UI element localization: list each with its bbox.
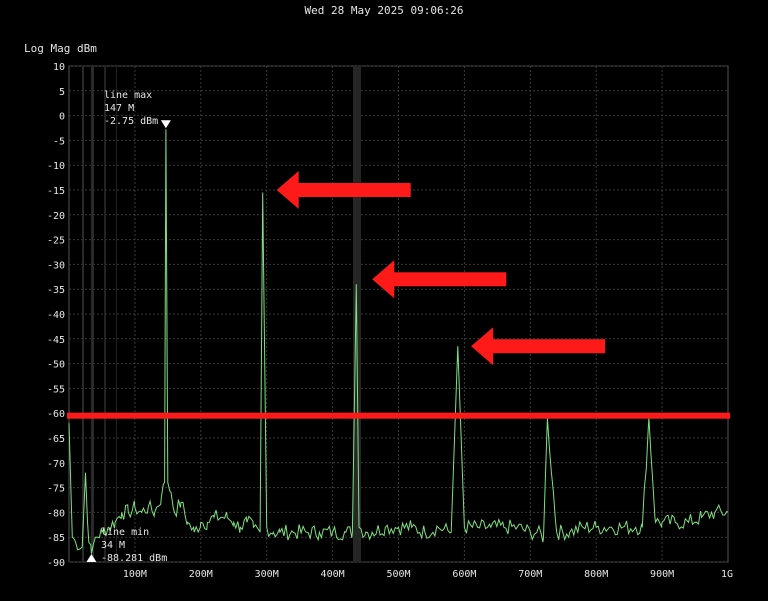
x-tick-label: 100M	[123, 569, 147, 580]
arrow-shaft	[491, 339, 606, 354]
y-tick-label: 10	[53, 62, 65, 73]
arrow-shaft	[296, 183, 411, 197]
background-band	[91, 66, 94, 562]
min-marker-text: line min	[101, 527, 149, 538]
x-tick-label: 300M	[255, 569, 279, 580]
annotation-arrow	[372, 260, 507, 299]
y-tick-label: -10	[47, 161, 65, 172]
y-tick-label: -60	[47, 409, 65, 420]
x-tick-label: 800M	[584, 569, 608, 580]
y-tick-label: 0	[59, 112, 65, 123]
y-tick-label: 5	[59, 87, 65, 98]
max-marker-text: -2.75 dBm	[104, 116, 158, 127]
timestamp: Wed 28 May 2025 09:06:26	[304, 4, 464, 17]
background-band	[82, 66, 84, 562]
min-marker-triangle	[86, 554, 97, 562]
y-tick-label: -85	[47, 533, 65, 544]
max-marker-text: line max	[104, 90, 152, 101]
x-tick-label: 700M	[518, 569, 542, 580]
y-tick-label: -80	[47, 508, 65, 519]
y-tick-label: -35	[47, 285, 65, 296]
background-band	[116, 66, 117, 562]
x-tick-label: 500M	[386, 569, 410, 580]
x-tick-label: 600M	[452, 569, 476, 580]
max-marker-text: 147 M	[104, 103, 134, 114]
max-marker-triangle	[160, 120, 171, 129]
y-tick-label: -65	[47, 434, 65, 445]
annotation-arrow	[276, 171, 411, 209]
threshold-line	[67, 412, 730, 419]
y-tick-label: -20	[47, 211, 65, 222]
x-tick-label: 400M	[321, 569, 345, 580]
y-tick-label: -25	[47, 236, 65, 247]
x-tick-label: 1G	[721, 569, 733, 580]
y-tick-label: -30	[47, 260, 65, 271]
y-tick-label: -50	[47, 360, 65, 371]
y-tick-label: -75	[47, 484, 65, 495]
annotation-arrow	[471, 327, 606, 366]
y-tick-label: -40	[47, 310, 65, 321]
background-band	[104, 66, 106, 562]
y-tick-label: -55	[47, 384, 65, 395]
arrow-head	[471, 327, 494, 366]
y-tick-label: -90	[47, 558, 65, 569]
arrow-shaft	[392, 272, 507, 287]
y-tick-label: -70	[47, 459, 65, 470]
y-tick-label: -5	[53, 136, 65, 147]
x-tick-label: 200M	[189, 569, 213, 580]
y-tick-label: -15	[47, 186, 65, 197]
x-tick-label: 900M	[650, 569, 674, 580]
min-marker-text: -88.281 dBm	[101, 553, 167, 564]
arrow-head	[276, 171, 299, 209]
min-marker-text: 34 M	[101, 540, 125, 551]
y-tick-label: -45	[47, 335, 65, 346]
arrow-head	[372, 260, 395, 299]
y-axis-label: Log Mag dBm	[24, 42, 97, 55]
spectrum-trace	[68, 129, 729, 554]
